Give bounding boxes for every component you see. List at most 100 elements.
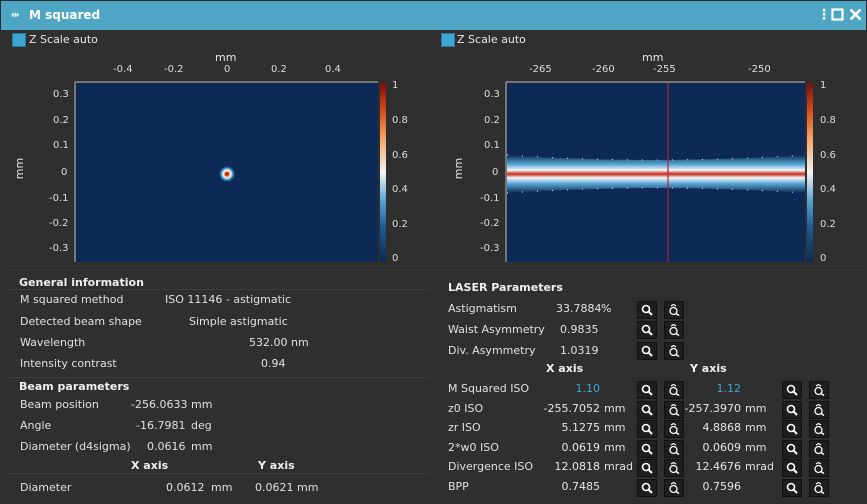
- left-x-tick: 0.4: [325, 64, 341, 75]
- right-x-tick: -265: [529, 64, 552, 75]
- laser-row-x-value: 0.7485: [561, 479, 601, 493]
- left-y-tick: 0.2: [53, 115, 69, 126]
- laser-row-y-zoom-button[interactable]: [782, 420, 802, 438]
- laser-row-x-fit-button[interactable]: [664, 459, 684, 477]
- waist-asymmetry-zoom-button[interactable]: [637, 321, 657, 339]
- right-x-tick: -260: [592, 64, 615, 75]
- laser-row-x-zoom-button[interactable]: [637, 400, 657, 419]
- magnifier-icon: [641, 304, 653, 316]
- left-colorbar-tick: 0.4: [392, 184, 408, 195]
- laser-row-y-zoom-button[interactable]: [782, 381, 802, 399]
- left-colorbar-tick: 0.2: [392, 219, 408, 230]
- laser-y-axis-header: Y axis: [690, 362, 727, 375]
- laser-row-y-zoom-button[interactable]: [782, 478, 802, 497]
- laser-row-y-fit-button[interactable]: [809, 439, 829, 458]
- laser-row-y-unit: mm: [745, 401, 767, 415]
- zoom-fit-icon: [669, 442, 680, 455]
- laser-row-y-zoom-button[interactable]: [782, 439, 802, 458]
- laser-row-y-fit-button[interactable]: [809, 400, 829, 419]
- waist-asymmetry-fit-button[interactable]: [664, 321, 684, 339]
- zoom-fit-icon: [814, 462, 825, 474]
- laser-row-x-zoom-button[interactable]: [637, 439, 657, 458]
- waist-asymmetry-label: Waist Asymmetry: [448, 323, 545, 336]
- laser-row-x-fit-button[interactable]: [664, 400, 684, 419]
- div-asymmetry-zoom-button[interactable]: [637, 342, 657, 360]
- zoom-fit-icon: [669, 403, 680, 416]
- laser-row-x-value: 5.1275: [561, 421, 601, 434]
- laser-row-y-fit-button[interactable]: [809, 478, 829, 497]
- laser-row-y-fit-button[interactable]: [809, 420, 829, 438]
- laser-row-label: Divergence ISO: [448, 460, 534, 473]
- laser-row-y-unit: mrad: [745, 460, 774, 473]
- laser-row-x-unit: mm: [604, 401, 626, 415]
- intensity-contrast-label: Intensity contrast: [20, 357, 117, 370]
- laser-row-x-fit-button[interactable]: [664, 439, 684, 458]
- right-colorbar-tick: 0.2: [820, 219, 836, 230]
- z-scale-auto-checkbox-left[interactable]: [12, 33, 26, 47]
- z-scale-auto-label-right: Z Scale auto: [457, 33, 526, 46]
- astigmatism-fit-button[interactable]: [664, 301, 684, 319]
- astigmatism-value: 33.7884: [556, 302, 602, 315]
- zoom-fit-icon: [669, 304, 680, 316]
- left-x-tick: 0: [224, 64, 231, 75]
- laser-row-y-zoom-button[interactable]: [782, 459, 802, 477]
- laser-row-x-zoom-button[interactable]: [637, 381, 657, 399]
- laser-row-y-unit: mm: [745, 440, 767, 454]
- laser-row-y-value: 0.0609: [702, 440, 742, 454]
- magnifier-icon: [641, 482, 653, 494]
- laser-row-x-fit-button[interactable]: [664, 420, 684, 438]
- right-y-tick: 0: [492, 167, 499, 178]
- zoom-fit-icon: [814, 442, 825, 455]
- left-beam-profile-plot: [74, 81, 386, 262]
- right-plot-panel: Z Scale auto mm -265 -260 -255 -250: [436, 31, 866, 267]
- right-colorbar-tick: 0.6: [820, 150, 836, 161]
- magnifier-icon: [641, 462, 653, 474]
- zoom-fit-icon: [669, 384, 680, 396]
- laser-row-y-zoom-button[interactable]: [782, 400, 802, 419]
- beam-x-axis-header: X axis: [131, 459, 169, 472]
- angle-label: Angle: [20, 419, 52, 432]
- wavelength-value: 532.00: [249, 336, 288, 349]
- zoom-fit-icon: [669, 462, 680, 474]
- laser-row-y-unit: mm: [745, 421, 767, 434]
- astigmatism-unit: %: [601, 302, 612, 315]
- laser-row-label: zr ISO: [448, 421, 481, 434]
- left-plot-panel: Z Scale auto mm -0.4 -0.2 0 0.2 0.4: [1, 31, 435, 267]
- left-x-tick: -0.4: [113, 64, 133, 75]
- left-x-tick: 0.2: [271, 64, 287, 75]
- left-y-tick: -0.2: [49, 218, 69, 229]
- z-scale-auto-checkbox-right[interactable]: [441, 33, 455, 47]
- magnifier-icon: [786, 423, 798, 435]
- zoom-fit-icon: [814, 403, 825, 416]
- left-colorbar-tick: 1: [392, 80, 399, 91]
- laser-row-x-fit-button[interactable]: [664, 478, 684, 497]
- laser-row-x-fit-button[interactable]: [664, 381, 684, 399]
- laser-row-x-zoom-button[interactable]: [637, 459, 657, 477]
- laser-row-y-fit-button[interactable]: [809, 459, 829, 477]
- general-information-heading: General information: [19, 276, 144, 289]
- title-bar: ⇹ M squared ⋮: [1, 1, 866, 30]
- left-y-tick: 0: [61, 167, 68, 178]
- right-y-tick: 0.2: [484, 115, 500, 126]
- method-label: M squared method: [20, 293, 124, 306]
- zoom-fit-icon: [814, 384, 825, 396]
- astigmatism-zoom-button[interactable]: [637, 301, 657, 319]
- left-y-tick: 0.1: [53, 140, 69, 151]
- laser-row-y-value: 4.8868: [702, 421, 742, 434]
- left-y-tick: 0.3: [53, 89, 69, 100]
- m-squared-icon: ⇹: [11, 10, 20, 21]
- laser-row-x-unit: mm: [604, 440, 626, 454]
- magnifier-icon: [641, 443, 653, 455]
- laser-row-x-zoom-button[interactable]: [637, 420, 657, 438]
- laser-row-label: 2*w0 ISO: [448, 440, 499, 454]
- div-asymmetry-fit-button[interactable]: [664, 342, 684, 360]
- laser-row-x-zoom-button[interactable]: [637, 478, 657, 497]
- laser-row-y-fit-button[interactable]: [809, 381, 829, 399]
- beam-shape-label: Detected beam shape: [20, 315, 142, 328]
- maximize-icon[interactable]: [831, 6, 844, 25]
- zoom-fit-icon: [814, 423, 825, 435]
- more-options-icon[interactable]: ⋮: [817, 7, 831, 23]
- diameter-label: Diameter: [20, 481, 72, 494]
- close-icon[interactable]: [849, 6, 862, 25]
